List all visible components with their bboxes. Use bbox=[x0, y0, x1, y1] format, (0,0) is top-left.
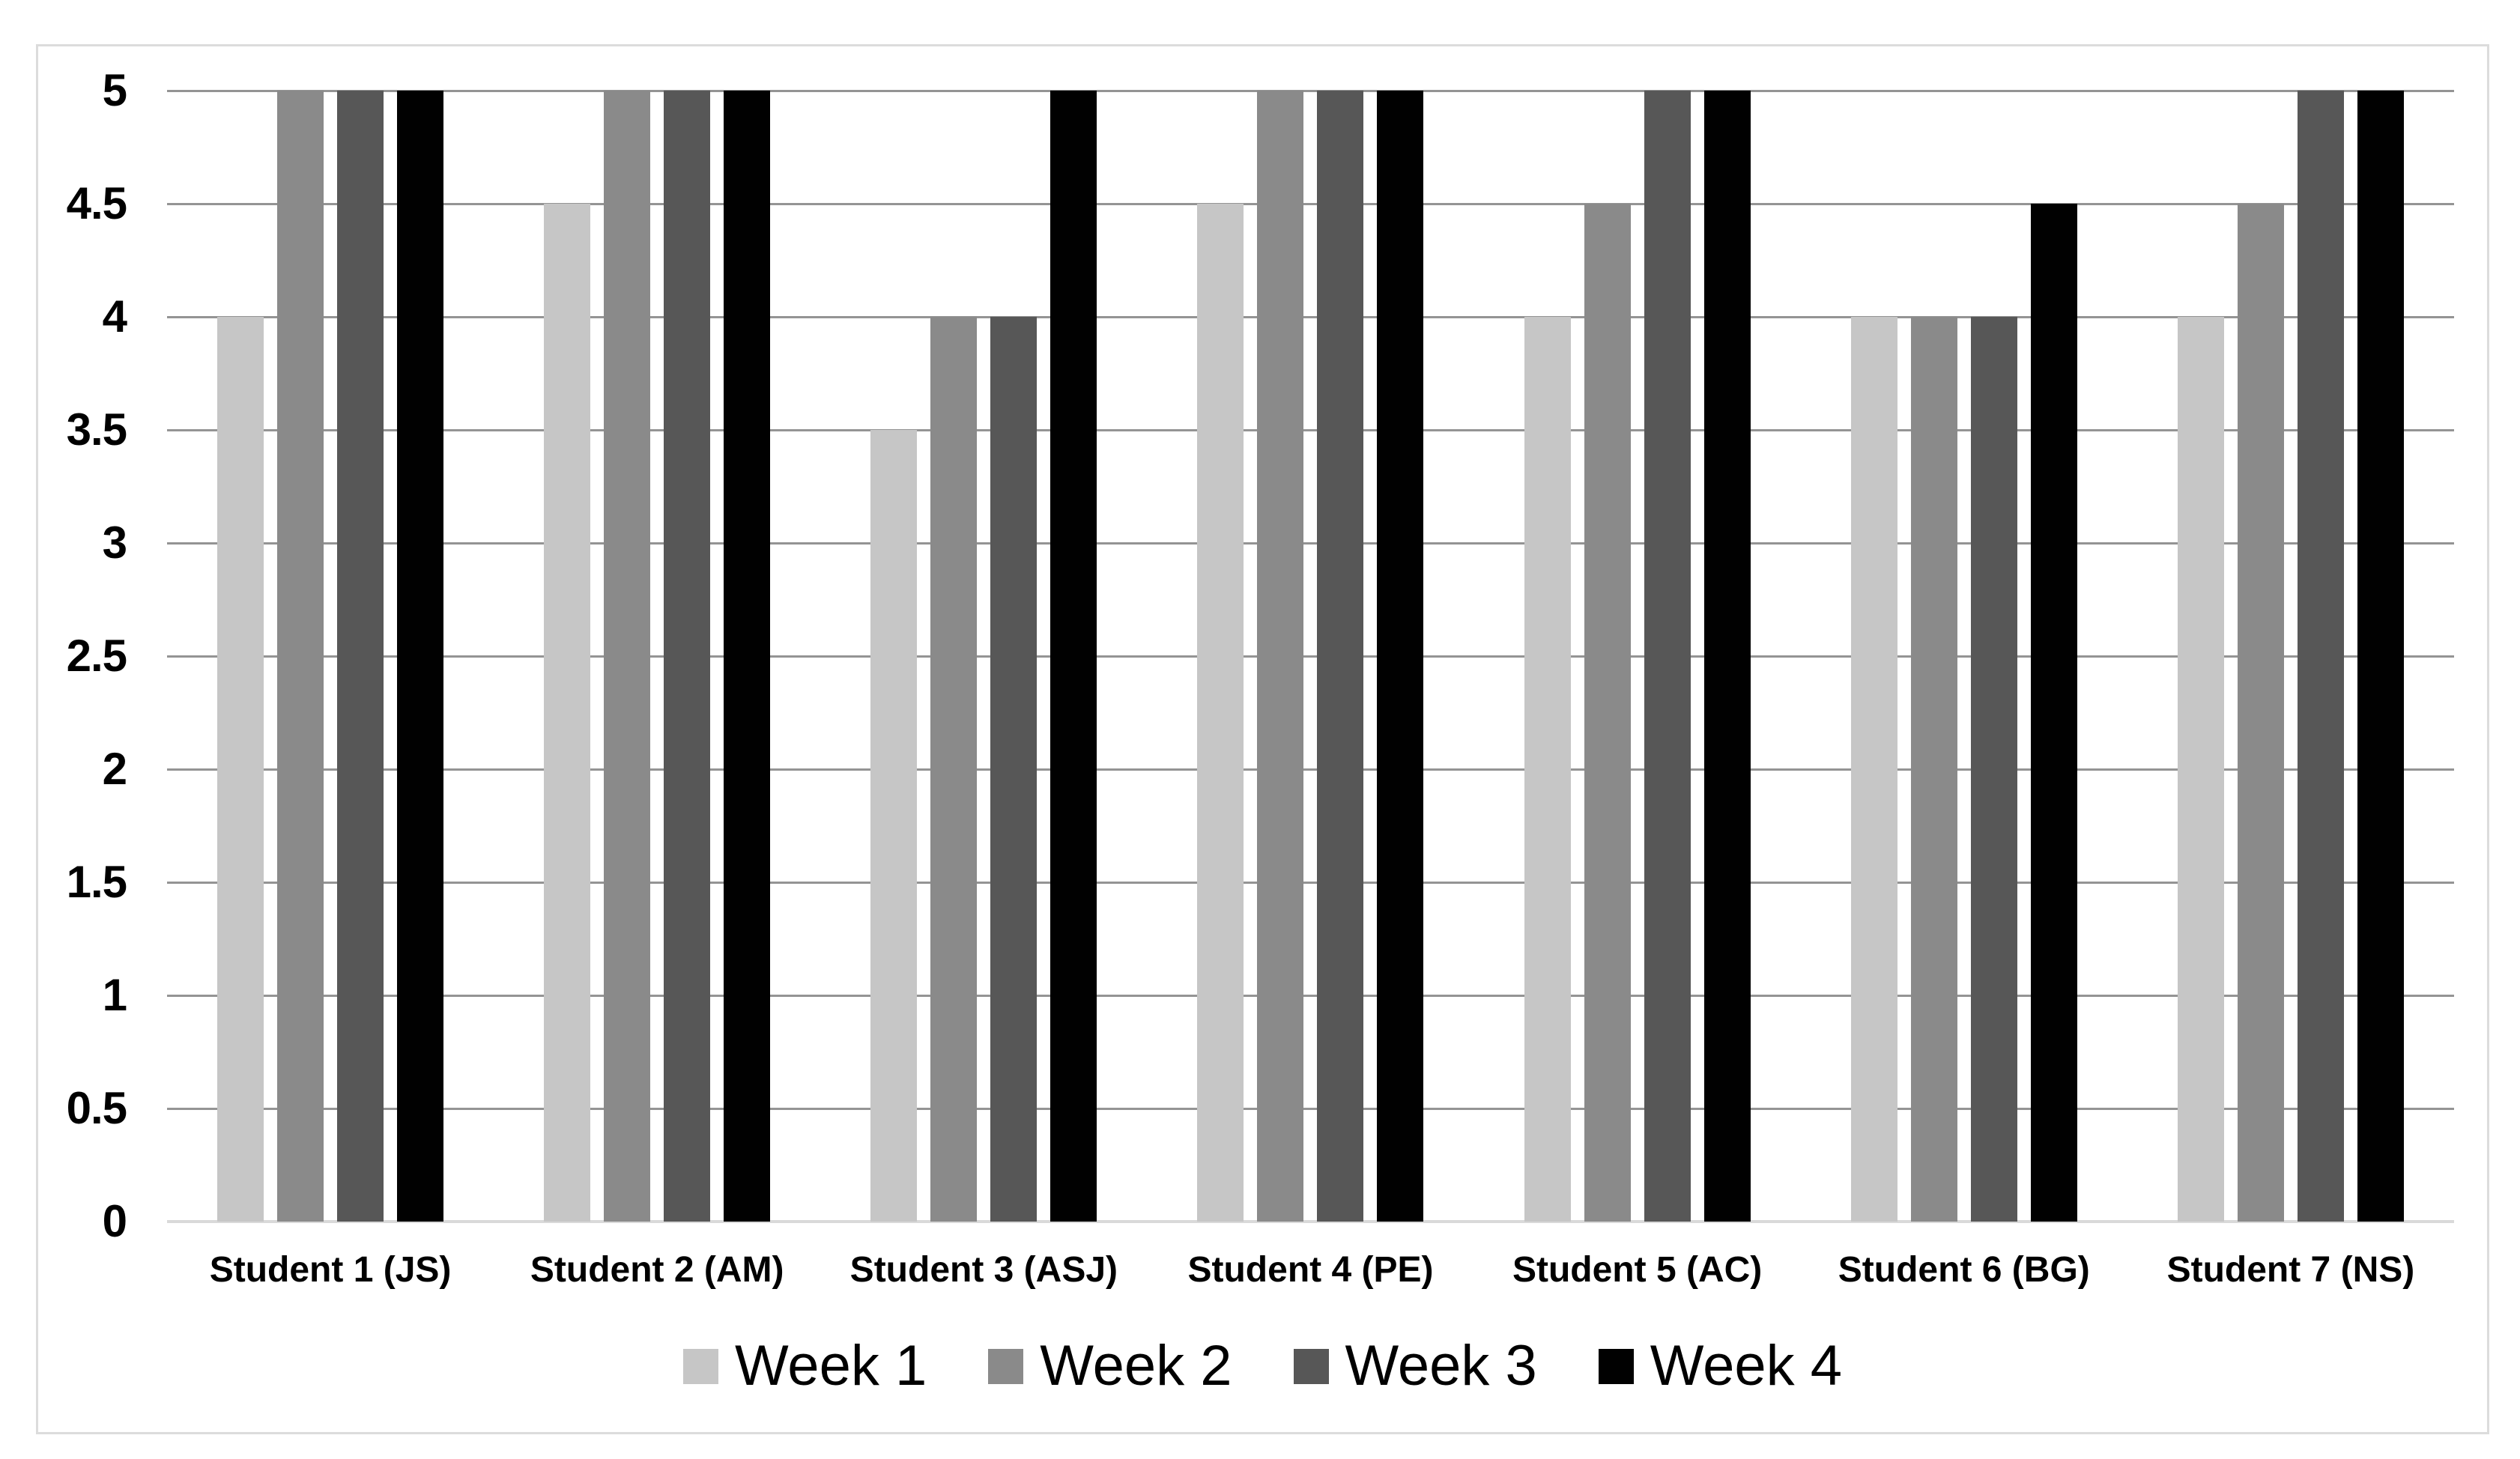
bar-group bbox=[1474, 91, 1801, 1222]
y-axis-label: 4.5 bbox=[66, 178, 127, 228]
y-axis-label: 2 bbox=[102, 744, 127, 794]
bar-week2 bbox=[1584, 204, 1631, 1222]
bar-week4 bbox=[1703, 91, 1751, 1222]
legend-swatch-icon bbox=[1598, 1348, 1634, 1384]
bar-week1 bbox=[870, 430, 918, 1222]
x-axis-label: Student 6 (BG) bbox=[1838, 1250, 2090, 1290]
bar-week4 bbox=[2030, 204, 2077, 1222]
bar-week2 bbox=[1910, 317, 1957, 1222]
legend-swatch-icon bbox=[1293, 1348, 1329, 1384]
gridline bbox=[167, 995, 2454, 997]
bar-week3 bbox=[337, 91, 384, 1222]
bar-week3 bbox=[664, 91, 711, 1222]
legend-swatch-icon bbox=[682, 1348, 718, 1384]
y-axis-label: 5 bbox=[102, 65, 127, 115]
gridline bbox=[167, 316, 2454, 318]
y-axis-label: 3 bbox=[102, 518, 127, 568]
chart-frame: 0 0.5 1 1.5 2 2.5 3 3.5 4 4.5 5 Student 1 (JS) Stud… bbox=[36, 44, 2489, 1434]
bar-week2 bbox=[1257, 91, 1304, 1222]
legend: Week 1 Week 2 Week 3 Week 4 bbox=[38, 1321, 2487, 1411]
bar-week1 bbox=[1524, 317, 1571, 1222]
y-axis-label: 1 bbox=[102, 970, 127, 1020]
gridline bbox=[167, 655, 2454, 658]
bar-groups bbox=[167, 91, 2454, 1222]
bar-week4 bbox=[2357, 91, 2404, 1222]
legend-item: Week 4 bbox=[1598, 1334, 1843, 1398]
gridline bbox=[167, 542, 2454, 545]
y-axis-label: 0 bbox=[102, 1196, 127, 1246]
bar-week3 bbox=[990, 317, 1038, 1222]
x-axis-baseline bbox=[167, 1220, 2454, 1223]
gridline bbox=[167, 882, 2454, 884]
bar-week2 bbox=[604, 91, 651, 1222]
y-axis-label: 3.5 bbox=[66, 404, 127, 455]
bar-week1 bbox=[217, 317, 264, 1222]
bar-group bbox=[820, 91, 1147, 1222]
legend-swatch-icon bbox=[988, 1348, 1024, 1384]
y-axis-label: 4 bbox=[102, 291, 127, 342]
legend-label: Week 2 bbox=[1040, 1334, 1232, 1398]
bar-group bbox=[1147, 91, 1473, 1222]
y-axis-label: 2.5 bbox=[66, 631, 127, 681]
bar-week3 bbox=[1317, 91, 1364, 1222]
x-axis-label: Student 2 (AM) bbox=[530, 1250, 784, 1290]
legend-item: Week 3 bbox=[1293, 1334, 1537, 1398]
legend-item: Week 1 bbox=[682, 1334, 927, 1398]
bar-week4 bbox=[1377, 91, 1424, 1222]
x-axis-label: Student 4 (PE) bbox=[1187, 1250, 1434, 1290]
bar-group bbox=[167, 91, 494, 1222]
x-axis-label: Student 3 (ASJ) bbox=[849, 1250, 1118, 1290]
bar-group bbox=[1801, 91, 2127, 1222]
bar-week2 bbox=[2237, 204, 2284, 1222]
x-axis-label: Student 5 (AC) bbox=[1512, 1250, 1763, 1290]
x-axis: Student 1 (JS) Student 2 (AM) Student 3 (A… bbox=[167, 1243, 2454, 1297]
gridline bbox=[167, 1108, 2454, 1110]
legend-label: Week 1 bbox=[734, 1334, 927, 1398]
y-axis-label: 1.5 bbox=[66, 857, 127, 907]
bar-week1 bbox=[1197, 204, 1244, 1222]
bar-week3 bbox=[2297, 91, 2344, 1222]
legend-item: Week 2 bbox=[988, 1338, 1232, 1395]
gridline bbox=[167, 203, 2454, 205]
y-axis-label: 0.5 bbox=[66, 1083, 127, 1133]
gridline bbox=[167, 90, 2454, 92]
gridline bbox=[167, 768, 2454, 771]
y-axis: 0 0.5 1 1.5 2 2.5 3 3.5 4 4.5 5 bbox=[38, 67, 127, 1246]
bar-week2 bbox=[277, 91, 324, 1222]
bar-week1 bbox=[544, 204, 591, 1222]
gridline bbox=[167, 429, 2454, 431]
bar-group bbox=[2127, 91, 2454, 1222]
bar-week2 bbox=[930, 317, 978, 1222]
bar-group bbox=[494, 91, 820, 1222]
x-axis-label: Student 7 (NS) bbox=[2166, 1250, 2415, 1290]
legend-label: Week 4 bbox=[1650, 1334, 1843, 1398]
legend-label: Week 3 bbox=[1345, 1334, 1537, 1398]
bar-week4 bbox=[724, 91, 771, 1222]
bar-week3 bbox=[1970, 317, 2017, 1222]
bar-week1 bbox=[2177, 317, 2224, 1222]
bar-week4 bbox=[1050, 91, 1097, 1222]
plot-area bbox=[167, 90, 2454, 1223]
bar-week3 bbox=[1644, 91, 1691, 1222]
bar-week4 bbox=[397, 91, 444, 1222]
x-axis-label: Student 1 (JS) bbox=[209, 1250, 452, 1290]
bar-week1 bbox=[1850, 317, 1897, 1222]
